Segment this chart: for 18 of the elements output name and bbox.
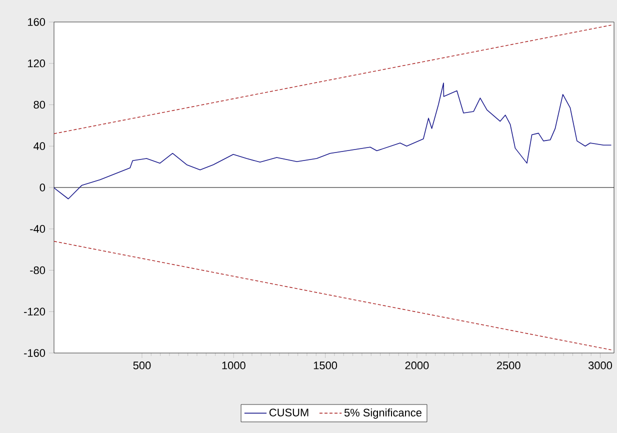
- y-tick-label: -160: [24, 349, 46, 357]
- y-tick-label: 160: [28, 18, 46, 26]
- y-tick-label: 120: [28, 60, 46, 68]
- x-tick-label: 1500: [314, 362, 338, 370]
- x-tick-label: 500: [133, 362, 151, 370]
- y-tick-label: -40: [30, 225, 46, 233]
- y-tick-label: 40: [34, 142, 46, 150]
- x-tick-label: 2000: [405, 362, 429, 370]
- line-series: [54, 82, 612, 200]
- y-tick-label: 0: [40, 184, 46, 192]
- x-tick-label: 3000: [588, 362, 612, 370]
- y-tick-label: -120: [24, 308, 46, 316]
- y-tick-label: -80: [30, 266, 46, 274]
- y-tick-label: 80: [34, 100, 46, 109]
- x-tick-label: 2500: [496, 362, 520, 370]
- legend-label: 5% Significance: [344, 408, 422, 419]
- x-tick-label: 1000: [222, 362, 246, 370]
- legend-label: CUSUM: [269, 408, 308, 416]
